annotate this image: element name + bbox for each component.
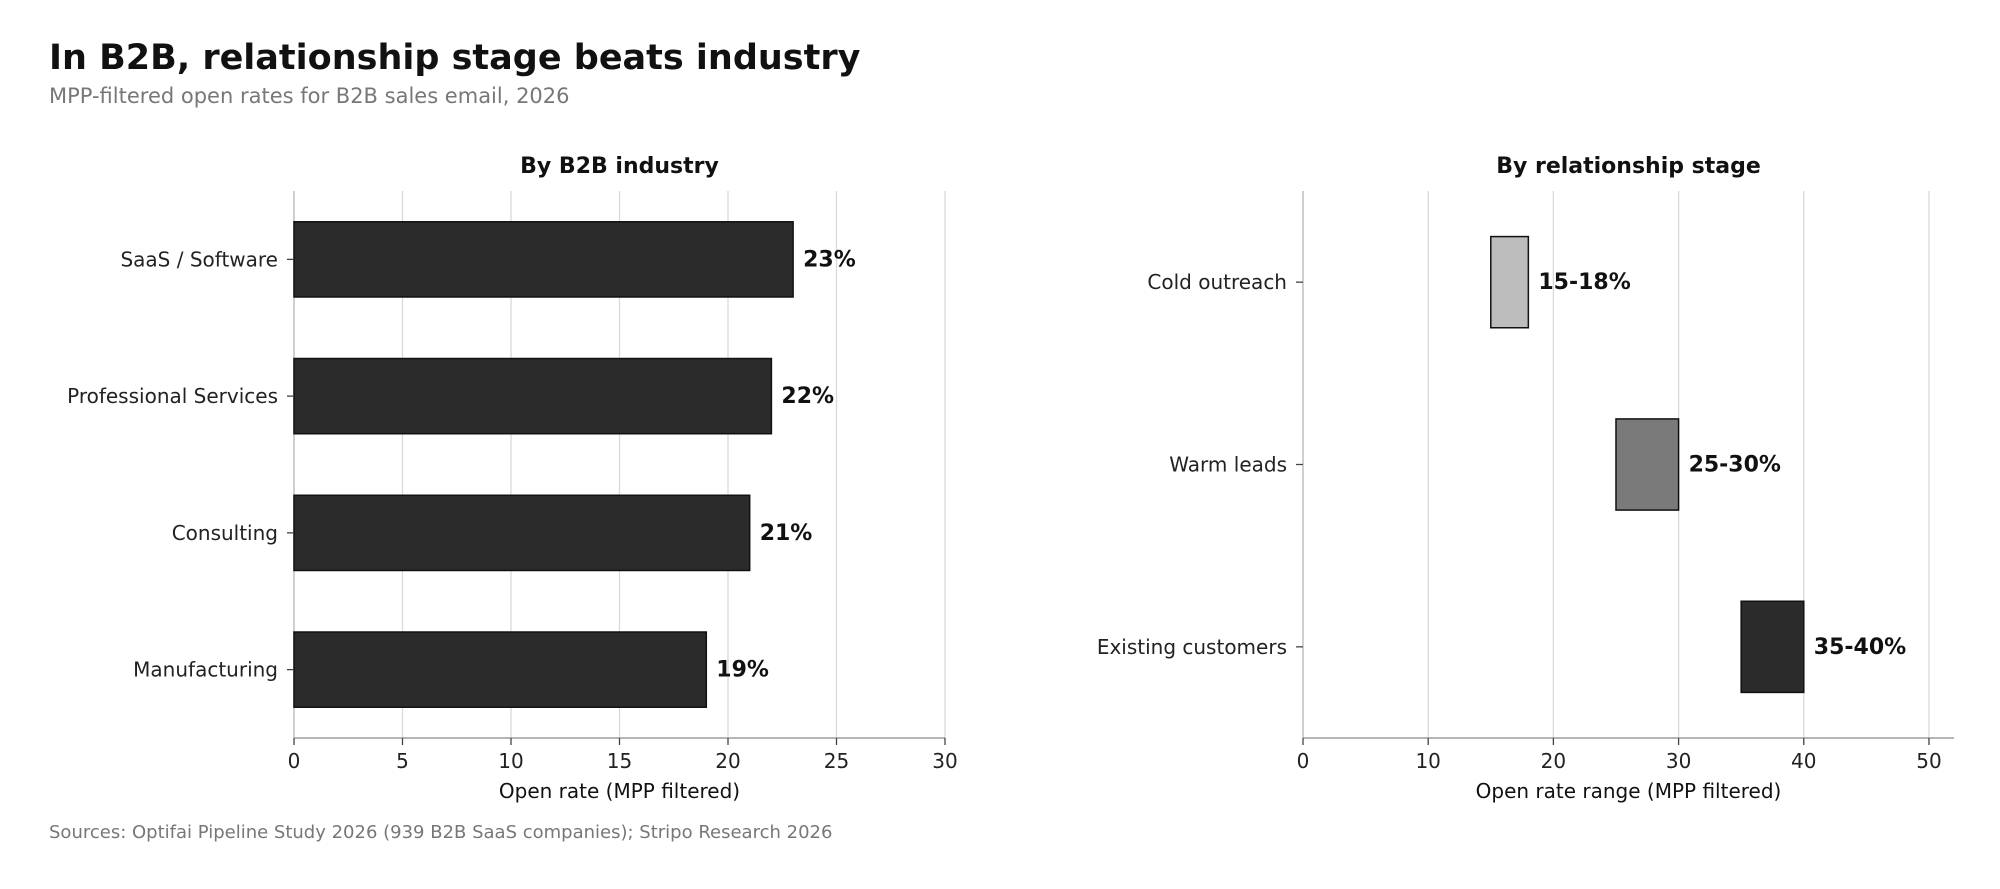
x-tick-label: 0 [288,749,301,773]
category-label: Existing customers [1097,635,1287,659]
data-label: 22% [781,384,834,409]
category-label: Consulting [172,521,278,545]
chart-title: By relationship stage [1496,154,1761,179]
data-label: 19% [716,658,769,683]
category-label: Cold outreach [1147,270,1287,294]
data-label: 35-40% [1814,635,1906,660]
data-label: 23% [803,247,856,272]
bar [1490,235,1530,329]
x-tick-label: 25 [824,749,849,773]
chart-title: By B2B industry [520,154,719,179]
x-tick-label: 15 [607,749,632,773]
category-label: Warm leads [1169,453,1287,477]
category-label: SaaS / Software [120,247,278,271]
x-tick-label: 30 [1666,749,1691,773]
bar [293,221,794,298]
industry-chart: By B2B industry 0 5 10 15 20 25 30 Open rate (MP… [67,154,958,803]
bar [293,494,751,572]
page-subtitle: MPP-filtered open rates for B2B sales em… [49,84,570,108]
category-label: Professional Services [67,384,278,408]
x-tick-label: 20 [715,749,740,773]
category-label: Manufacturing [133,658,278,682]
source-note: Sources: Optifai Pipeline Study 2026 (93… [49,822,833,843]
x-tick-label: 0 [1297,749,1310,773]
x-tick-label: 30 [932,749,957,773]
x-axis-label: Open rate (MPP filtered) [499,779,740,803]
data-label: 15-18% [1538,270,1630,295]
bar [293,357,773,435]
x-tick-label: 50 [1916,749,1941,773]
page-title: In B2B, relationship stage beats industr… [49,38,861,78]
x-tick-label: 40 [1791,749,1816,773]
x-tick-label: 20 [1541,749,1566,773]
x-tick-label: 10 [1415,749,1440,773]
bar [1740,600,1805,694]
x-axis-label: Open rate range (MPP filtered) [1476,779,1782,803]
data-label: 21% [760,521,813,546]
x-tick-label: 10 [498,749,523,773]
x-tick-label: 5 [396,749,409,773]
bar [293,631,708,708]
bar [1615,418,1680,511]
relationship-stage-chart: By relationship stage 0 10 20 30 40 50 Open rat… [1097,154,1954,803]
data-label: 25-30% [1689,453,1781,478]
